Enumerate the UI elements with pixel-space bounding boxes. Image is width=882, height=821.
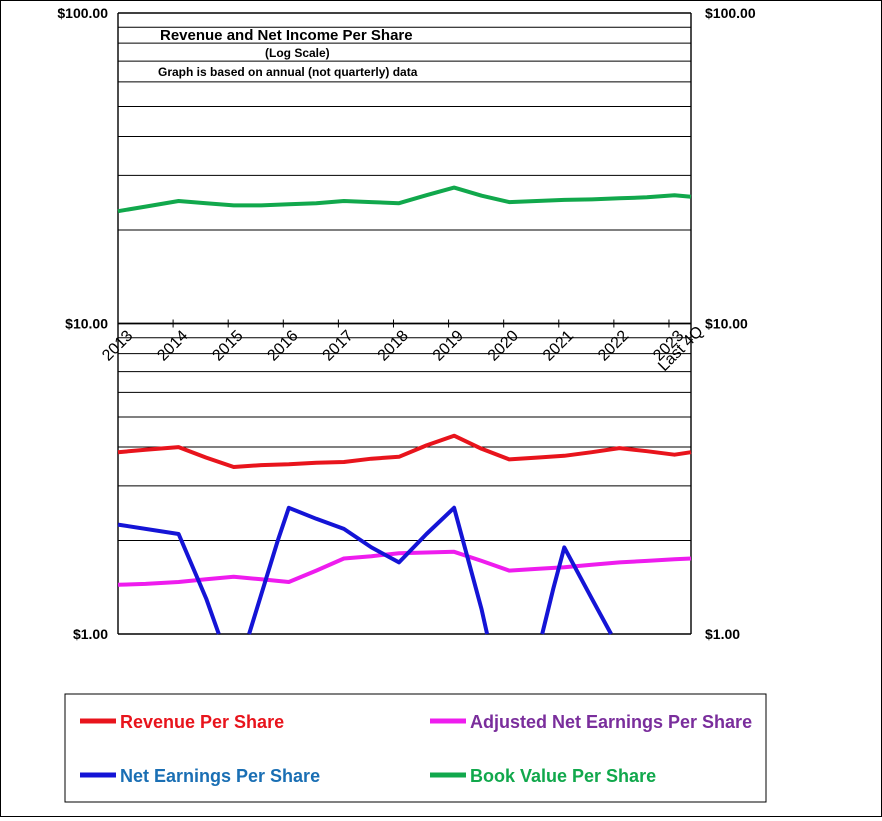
legend-label: Net Earnings Per Share [120, 766, 320, 786]
series-line-revenue-per-shareline [117, 433, 692, 469]
series-line-book-value-per-shareline [117, 185, 692, 214]
legend-box [64, 693, 767, 803]
chart-subtitle: (Log Scale) [265, 46, 330, 60]
series-line-net-earnings [247, 505, 490, 635]
x-tick-label: 2015 [209, 327, 246, 364]
legend-label: Revenue Per Share [120, 712, 284, 732]
x-tick-label: 2014 [154, 327, 191, 364]
legend: Revenue Per Share Adjusted Net Earnings P… [64, 693, 767, 803]
x-tick-labels: 2013 2014 2015 2016 2017 2018 2019 2020 2021 2022… [99, 319, 707, 375]
x-tick-label: 2021 [540, 327, 577, 364]
y-tick-labels: $100.00 $10.00 $1.00 $100.00 $10.00 $1.00 [57, 5, 755, 642]
legend-label: Adjusted Net Earnings Per Share [470, 712, 752, 732]
series-line-net-earnings [540, 545, 613, 635]
y-tick-left: $100.00 [57, 5, 108, 21]
series-line-net-earnings [117, 522, 221, 635]
y-tick-left: $10.00 [65, 316, 108, 332]
y-tick-right: $100.00 [705, 5, 756, 21]
x-tick-label: 2016 [264, 327, 301, 364]
x-tick-label: 2018 [375, 327, 412, 364]
legend-label: Book Value Per Share [470, 766, 656, 786]
x-tick-label: 2022 [595, 327, 632, 364]
y-tick-right: $10.00 [705, 316, 748, 332]
series-line-adjusted-net-earnings-per-shareline [117, 549, 692, 587]
grid [118, 12, 691, 635]
chart-note: Graph is based on annual (not quarterly)… [158, 65, 418, 79]
x-tick-label: 2020 [485, 327, 522, 364]
x-tick-label: 2017 [320, 327, 357, 364]
y-tick-right: $1.00 [705, 626, 740, 642]
y-tick-left: $1.00 [73, 626, 108, 642]
series-layer [117, 185, 692, 635]
x-tick-label: 2019 [430, 327, 467, 364]
chart-title: Revenue and Net Income Per Share [160, 27, 413, 44]
